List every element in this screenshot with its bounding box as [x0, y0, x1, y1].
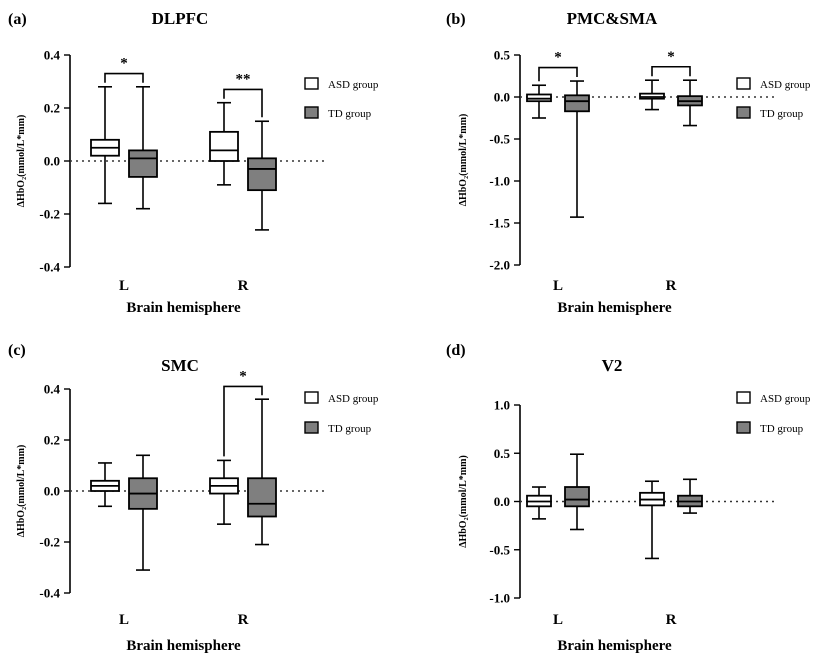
- legend-label: ASD group: [760, 79, 811, 91]
- legend-swatch-td: [736, 421, 751, 434]
- y-tick-label: -1.0: [489, 174, 510, 189]
- y-tick-label: -2.0: [489, 258, 510, 273]
- y-tick-label: 0.2: [44, 433, 60, 448]
- legend-label: TD group: [328, 108, 372, 120]
- panel-title: PMC&SMA: [567, 9, 658, 28]
- significance-bracket: [223, 385, 263, 457]
- category-label: R: [666, 278, 677, 294]
- category-label: L: [119, 612, 129, 628]
- panel-title: V2: [602, 356, 623, 375]
- y-tick-label: 0.4: [44, 48, 61, 63]
- legend-swatch-asd: [304, 391, 319, 404]
- legend-label: TD group: [760, 423, 804, 435]
- category-label: L: [119, 278, 129, 294]
- significance-bracket: [538, 66, 578, 82]
- x-axis-label: Brain hemisphere: [126, 300, 241, 316]
- significance-bracket: [104, 72, 144, 83]
- panel-title: DLPFC: [152, 9, 209, 28]
- category-label: L: [553, 278, 563, 294]
- legend-swatch-asd: [736, 77, 751, 90]
- category-label: R: [238, 612, 249, 628]
- x-axis-label: Brain hemisphere: [557, 300, 672, 316]
- box-td: [564, 486, 590, 508]
- significance-marker: **: [236, 71, 251, 87]
- x-axis-label: Brain hemisphere: [557, 638, 672, 654]
- box-td: [247, 157, 277, 192]
- y-tick-label: -0.2: [39, 535, 60, 550]
- y-tick-label: -0.5: [489, 132, 510, 147]
- legend-label: TD group: [328, 423, 372, 435]
- significance-marker: *: [554, 50, 562, 66]
- significance-marker: *: [667, 49, 675, 65]
- y-tick-label: 0.5: [494, 48, 511, 63]
- y-tick-label: -0.2: [39, 207, 60, 222]
- y-axis-label: ΔHbO₂(mmol/L*mm): [458, 114, 469, 207]
- legend-label: ASD group: [328, 393, 379, 405]
- y-tick-label: 0.4: [44, 382, 61, 397]
- y-tick-label: -0.4: [39, 260, 60, 275]
- y-tick-label: -1.0: [489, 591, 510, 606]
- significance-bracket: [223, 88, 263, 118]
- legend-swatch-td: [304, 421, 319, 434]
- box-td: [247, 477, 277, 518]
- legend-swatch-asd: [736, 391, 751, 404]
- legend-label: ASD group: [328, 79, 379, 91]
- y-tick-label: -1.5: [489, 216, 510, 231]
- legend-swatch-asd: [304, 77, 319, 90]
- panel-label: (b): [446, 11, 466, 28]
- y-tick-label: 0.5: [494, 446, 511, 461]
- y-tick-label: 0.0: [44, 154, 60, 169]
- y-axis-label: ΔHbO₂(mmol/L*mm): [16, 445, 27, 538]
- y-axis-label: ΔHbO₂(mmol/L*mm): [16, 115, 27, 208]
- y-tick-label: 1.0: [494, 398, 510, 413]
- category-label: R: [666, 612, 677, 628]
- y-tick-label: 0.0: [494, 90, 510, 105]
- y-tick-label: -0.5: [489, 542, 510, 557]
- legend-swatch-td: [736, 106, 751, 119]
- category-label: L: [553, 612, 563, 628]
- legend-label: ASD group: [760, 393, 811, 405]
- significance-marker: *: [239, 368, 247, 384]
- y-tick-label: 0.0: [44, 484, 60, 499]
- y-tick-label: 0.0: [494, 494, 510, 509]
- box-td: [564, 94, 590, 113]
- legend-label: TD group: [760, 108, 804, 120]
- panel-label: (c): [8, 342, 26, 359]
- category-label: R: [238, 278, 249, 294]
- panel-label: (a): [8, 11, 27, 28]
- panel-title: SMC: [161, 356, 199, 375]
- y-tick-label: 0.2: [44, 101, 60, 116]
- box-td: [128, 149, 158, 178]
- x-axis-label: Brain hemisphere: [126, 638, 241, 654]
- y-axis-label: ΔHbO₂(mmol/L*mm): [458, 455, 469, 548]
- legend-swatch-td: [304, 106, 319, 119]
- y-tick-label: -0.4: [39, 586, 60, 601]
- significance-bracket: [651, 65, 691, 77]
- significance-marker: *: [120, 56, 128, 72]
- panel-label: (d): [446, 342, 466, 359]
- box-asd: [209, 130, 239, 162]
